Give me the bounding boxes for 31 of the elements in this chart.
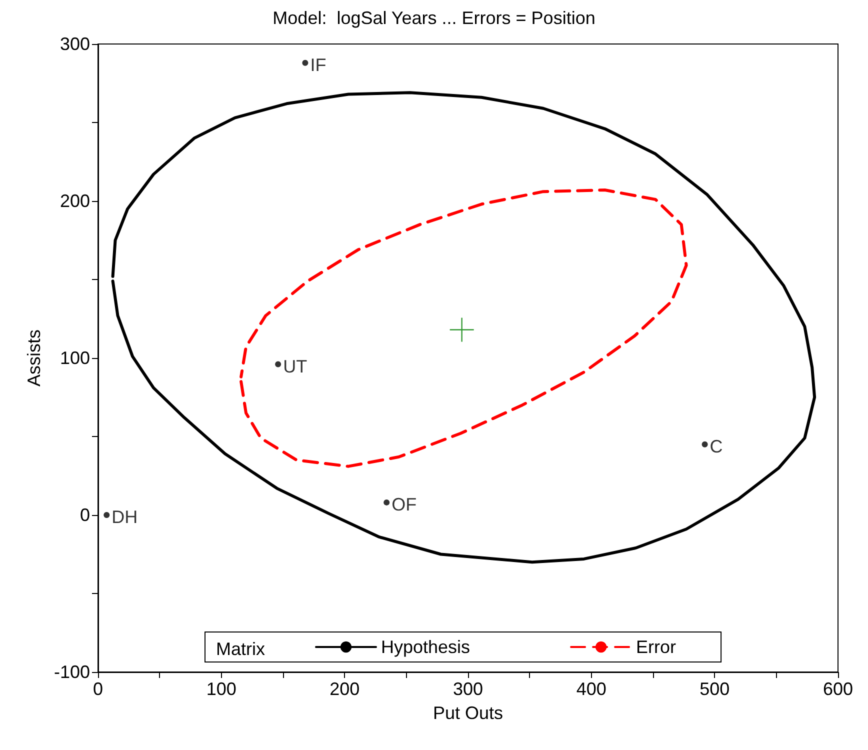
annotation: C: [710, 436, 723, 456]
annotation: OF: [392, 494, 417, 514]
legend-title: Matrix: [216, 639, 265, 659]
chart-title: Model: logSal Years ... Errors = Position: [272, 8, 596, 28]
x-tick-label: 0: [92, 679, 104, 699]
point: [302, 60, 308, 66]
point: [450, 318, 474, 342]
x-tick-label: 600: [822, 679, 854, 699]
line-series: [111, 91, 816, 564]
y-tick-label: 200: [60, 191, 90, 211]
x-tick-label: 300: [452, 679, 484, 699]
point: [384, 499, 390, 506]
x-axis-title: Put Outs: [432, 703, 504, 723]
y-tick-label: -100: [54, 662, 90, 682]
x-tick-label: 200: [330, 679, 360, 699]
y-tick-label: 300: [60, 34, 90, 54]
line-series: [240, 188, 688, 468]
y-axis-title: Assists: [24, 329, 44, 387]
annotation: IF: [310, 54, 326, 75]
point: [275, 361, 282, 368]
annotation: UT: [283, 356, 308, 376]
annotation: DH: [112, 507, 138, 527]
point: [104, 512, 110, 518]
x-tick-label: 100: [206, 679, 236, 699]
x-tick-label: 500: [700, 679, 730, 699]
point: [702, 441, 708, 448]
x-tick-label: 400: [576, 679, 606, 699]
legend-label: Hypothesis: [381, 637, 470, 657]
y-tick-label: 100: [60, 348, 90, 368]
y-tick-label: 0: [80, 505, 90, 525]
legend-label: Error: [636, 637, 676, 657]
